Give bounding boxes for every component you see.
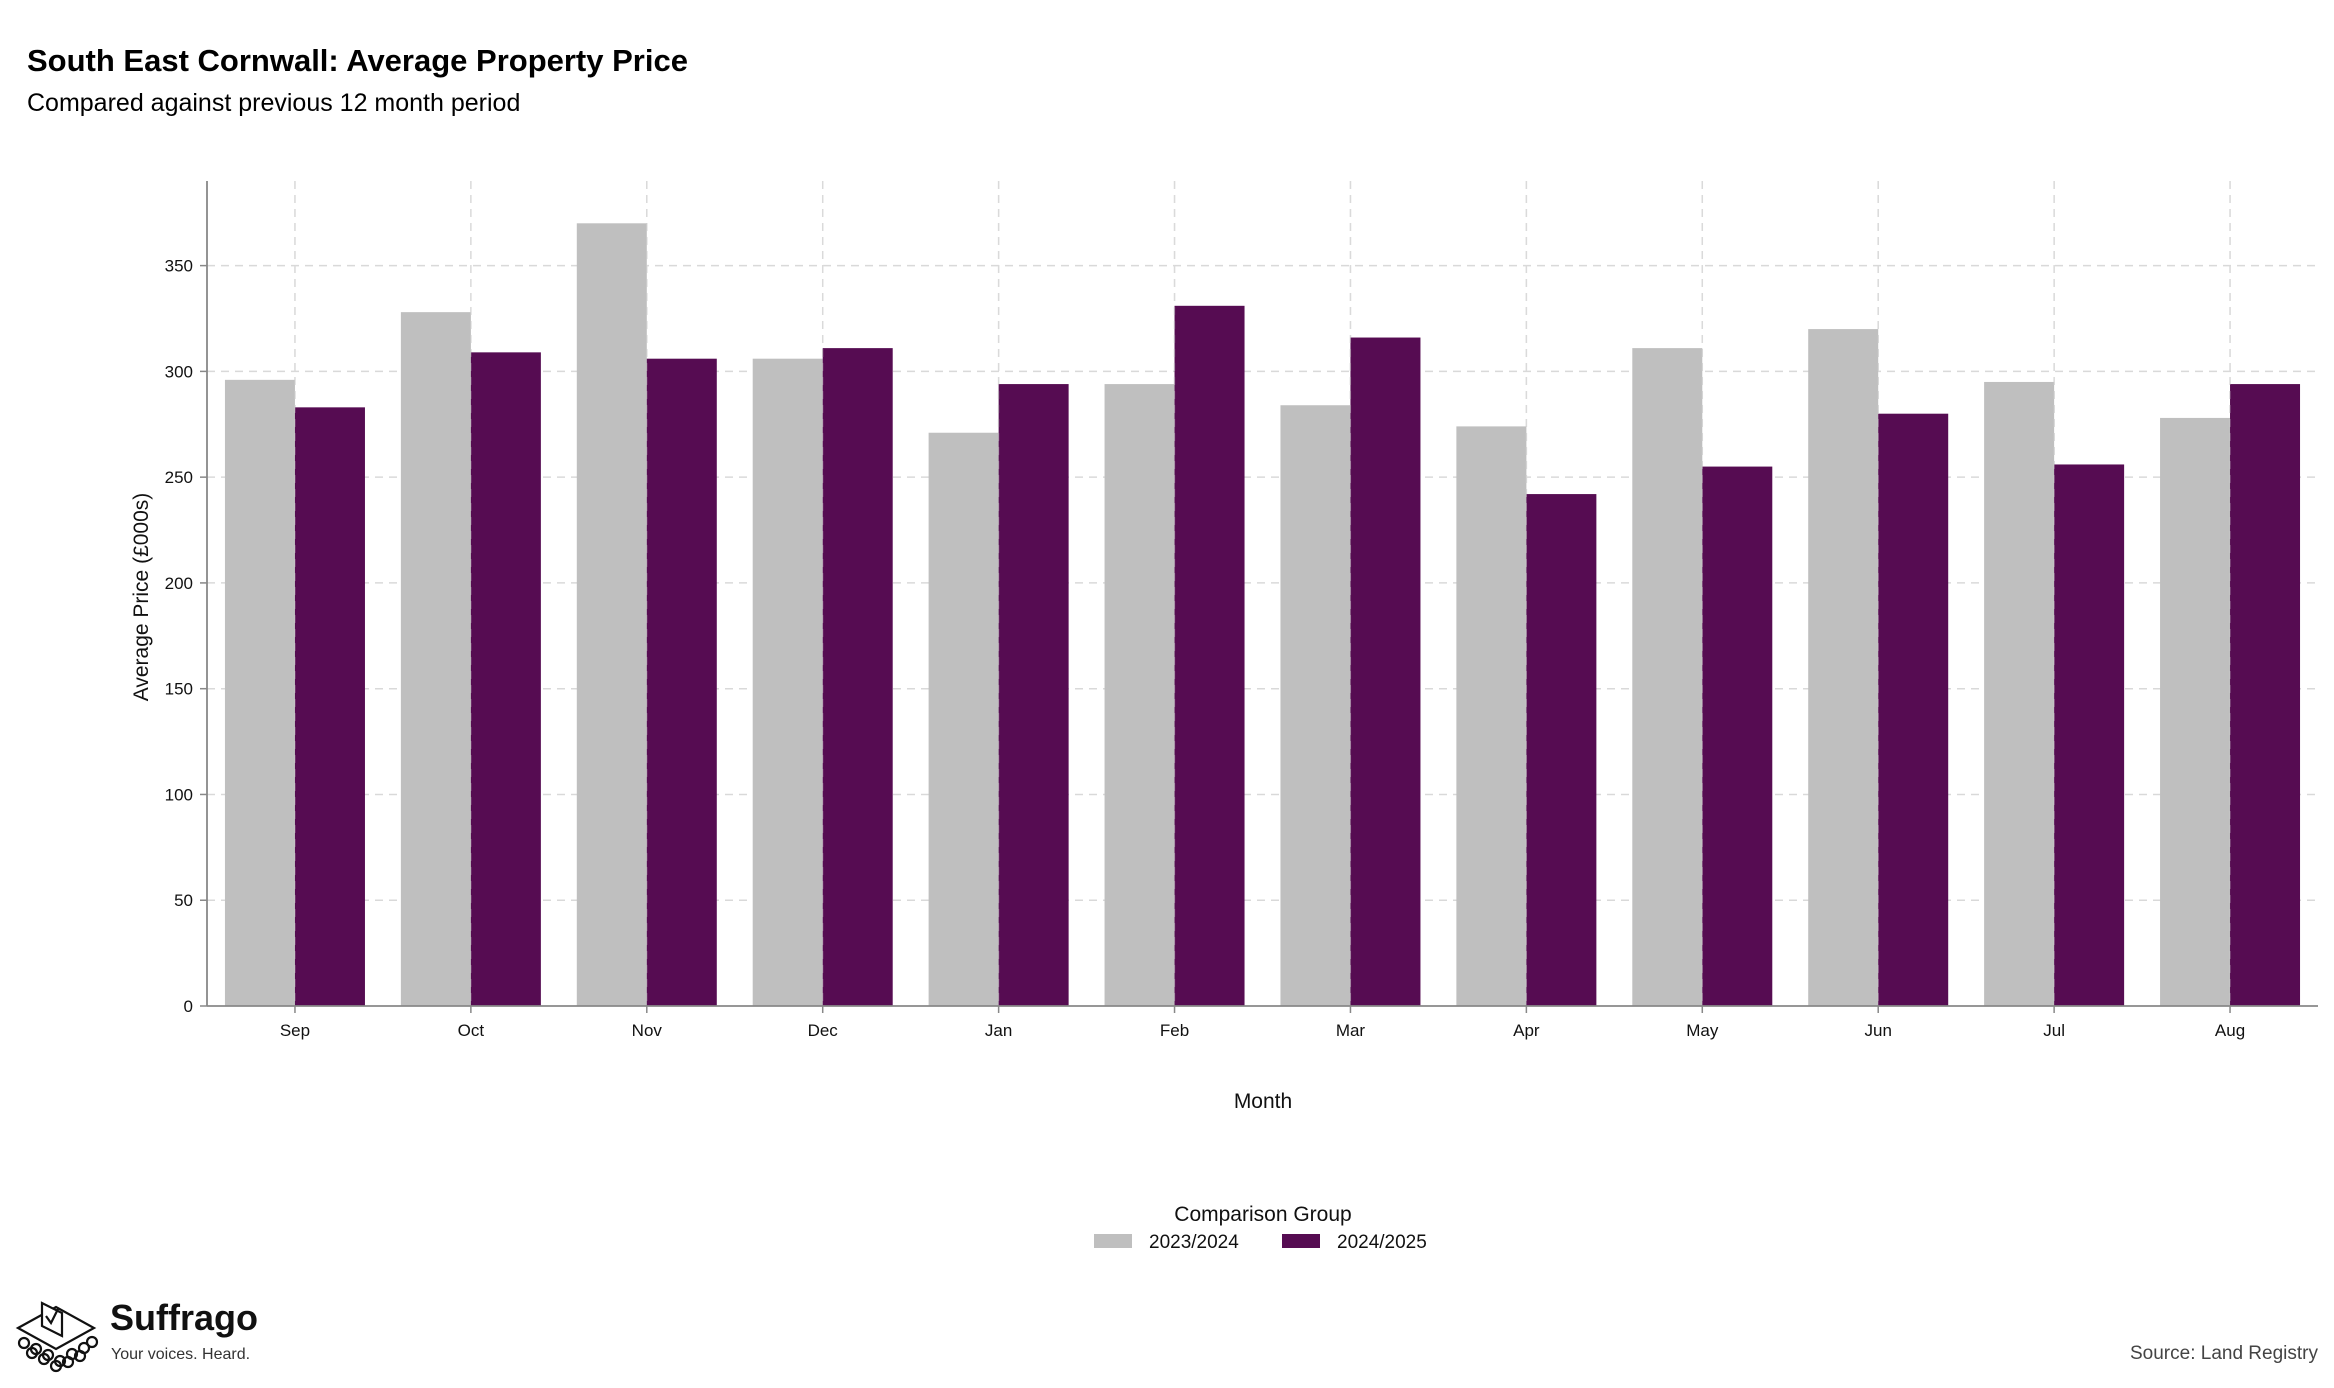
bar-2023/2024-Mar (1280, 405, 1351, 1006)
bar-2023/2024-Feb (1104, 384, 1175, 1007)
x-axis-title: Month (1234, 1090, 1292, 1113)
y-tick-label: 50 (174, 891, 193, 910)
bar-2023/2024-May (1632, 348, 1703, 1007)
bar-2023/2024-Nov (576, 223, 647, 1007)
y-axis-ticks: 0 50 100 150 200 250 300 350 (165, 257, 207, 1016)
legend-label-2024/2025: 2024/2025 (1337, 1232, 1427, 1253)
bar-2024/2025-Apr (1526, 494, 1597, 1006)
bar-2023/2024-Dec (752, 358, 823, 1006)
y-tick-label: 250 (165, 468, 193, 487)
x-tick-label: Nov (632, 1021, 663, 1040)
bar-2024/2025-Feb (1174, 305, 1245, 1006)
axes (206, 181, 2318, 1007)
bar-2023/2024-Jan (928, 432, 999, 1006)
bar-2024/2025-Mar (1350, 337, 1421, 1006)
y-tick-label: 300 (165, 362, 193, 381)
bar-2024/2025-Nov (646, 358, 717, 1006)
bar-2023/2024-Jul (1984, 381, 2055, 1006)
y-axis-title: Average Price (£000s) (130, 493, 153, 702)
x-tick-label: Mar (1336, 1021, 1366, 1040)
x-tick-label: Jun (1864, 1021, 1891, 1040)
x-tick-label: Apr (1513, 1021, 1540, 1040)
legend-swatch-2023/2024 (1094, 1234, 1132, 1248)
bar-2024/2025-Dec (822, 348, 893, 1007)
x-tick-label: Oct (458, 1021, 485, 1040)
bar-2024/2025-Aug (2230, 384, 2301, 1007)
brand-tagline: Your voices. Heard. (111, 1346, 250, 1363)
x-tick-label: Jul (2043, 1021, 2065, 1040)
x-tick-label: Dec (808, 1021, 839, 1040)
source-note: Source: Land Registry (2130, 1343, 2318, 1364)
bar-2023/2024-Jun (1808, 329, 1879, 1007)
bar-2024/2025-May (1702, 466, 1773, 1007)
chart-title: South East Cornwall: Average Property Pr… (27, 43, 688, 78)
x-axis-ticks: Sep Oct Nov Dec Jan Feb Mar Apr May Jun Jul Aug (280, 1006, 2245, 1040)
legend: 2023/2024 2024/2025 (1094, 1232, 1427, 1253)
bars (224, 181, 2301, 1007)
x-tick-label: Feb (1160, 1021, 1189, 1040)
bar-2024/2025-Jun (1878, 413, 1949, 1006)
bar-2024/2025-Oct (470, 352, 541, 1006)
legend-title: Comparison Group (1174, 1203, 1351, 1226)
legend-swatch-2024/2025 (1282, 1234, 1320, 1248)
bar-2024/2025-Jul (2054, 464, 2125, 1006)
bar-2023/2024-Apr (1456, 426, 1527, 1006)
x-tick-label: May (1686, 1021, 1719, 1040)
y-tick-label: 200 (165, 574, 193, 593)
y-tick-label: 0 (184, 997, 193, 1016)
x-tick-label: Aug (2215, 1021, 2245, 1040)
bar-2023/2024-Sep (224, 379, 295, 1006)
ballot-box-icon (15, 1301, 99, 1373)
legend-label-2023/2024: 2023/2024 (1149, 1232, 1239, 1253)
y-tick-label: 100 (165, 785, 193, 804)
brand-name: Suffrago (110, 1297, 258, 1338)
y-tick-label: 350 (165, 257, 193, 276)
x-tick-label: Jan (985, 1021, 1012, 1040)
chart-subtitle: Compared against previous 12 month perio… (27, 89, 520, 117)
bar-2024/2025-Sep (294, 407, 365, 1006)
bar-2024/2025-Jan (998, 384, 1069, 1007)
bar-2023/2024-Aug (2160, 417, 2231, 1006)
x-tick-label: Sep (280, 1021, 310, 1040)
bar-2023/2024-Oct (400, 312, 471, 1007)
y-tick-label: 150 (165, 680, 193, 699)
